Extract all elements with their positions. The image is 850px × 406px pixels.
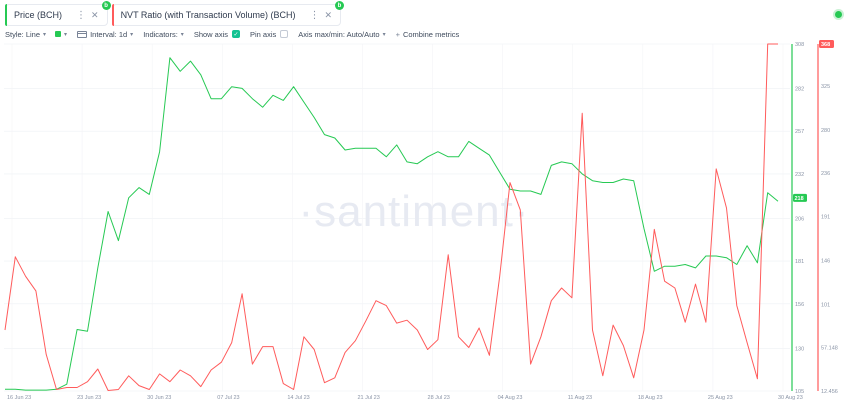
x-tick-label: 16 Jun 23 (7, 395, 31, 401)
tab-price[interactable]: Price (BCH) ⋮ ✕ b (5, 1, 111, 26)
style-label: Style: Line (5, 29, 41, 39)
checkbox-unchecked-icon[interactable] (280, 30, 289, 38)
color-swatch-icon (55, 31, 62, 37)
color-picker[interactable]: ▾ (52, 31, 67, 38)
nvt-current-badge (819, 40, 834, 48)
nvt-tick-label: 146 (821, 259, 830, 265)
price-color-bar (5, 4, 7, 26)
status-dot-icon (835, 11, 842, 18)
price-tick-label: 130 (795, 346, 804, 352)
style-dropdown[interactable]: Style: Line ▾ (5, 30, 46, 39)
nvt-tick-label: 191 (821, 215, 830, 221)
more-icon[interactable]: ⋮ (309, 9, 319, 21)
chart-grid (4, 43, 790, 392)
axis-maxmin-label: Axis max/min: Auto/Auto (298, 29, 380, 39)
price-tick-label: 232 (795, 172, 804, 178)
price-tick-label: 181 (795, 259, 804, 265)
chevron-down-icon: ▾ (43, 31, 47, 38)
chart-lines (4, 43, 779, 391)
nvt-series-line (4, 43, 778, 391)
nvt-current-label: 368 (821, 42, 830, 48)
nvt-tick-label: 12.456 (821, 389, 838, 395)
plus-icon: + (395, 29, 400, 39)
nvt-tick-label: 57.148 (821, 345, 838, 351)
close-icon[interactable]: ✕ (324, 9, 332, 20)
badge-icon: b (101, 1, 111, 10)
nvt-tick-label: 325 (821, 84, 830, 90)
x-tick-label: 25 Aug 23 (708, 395, 733, 401)
price-tick-label: 282 (795, 86, 804, 92)
tab-label: Price (BCH) (14, 10, 63, 20)
show-axis-toggle[interactable]: Show axis ✓ (194, 30, 240, 39)
axis-maxmin-dropdown[interactable]: Axis max/min: Auto/Auto ▾ (298, 30, 385, 39)
x-tick-label: 28 Jul 23 (428, 395, 450, 401)
interval-dropdown[interactable]: Interval: 1d ▾ (77, 30, 133, 39)
price-tick-label: 206 (795, 216, 804, 222)
x-axis: 16 Jun 23 23 Jun 23 30 Jun 23 07 Jul 23 14 J… (7, 395, 803, 401)
current-value-badges: 218 368 (793, 40, 834, 202)
metric-tabs: Price (BCH) ⋮ ✕ b NVT Ratio (with Transa… (5, 1, 344, 26)
combine-metrics-button[interactable]: + Combine metrics (396, 30, 460, 39)
tab-label: NVT Ratio (with Transaction Volume) (BCH… (120, 10, 296, 20)
santiment-watermark: ·santiment· (298, 187, 529, 236)
chevron-down-icon: ▾ (180, 31, 184, 38)
pin-axis-toggle[interactable]: Pin axis (250, 29, 289, 39)
x-tick-label: 14 Jul 23 (287, 395, 309, 401)
x-tick-label: 07 Jul 23 (217, 395, 239, 401)
x-tick-label: 21 Jul 23 (357, 395, 379, 401)
indicators-label: Indicators: (143, 29, 178, 39)
chevron-down-icon: ▾ (382, 31, 386, 38)
interval-label: Interval: 1d (90, 29, 128, 39)
x-tick-label: 30 Aug 23 (778, 395, 803, 401)
price-current-label: 218 (795, 196, 804, 202)
pin-axis-label: Pin axis (250, 29, 277, 39)
price-axis: 105 130 156 181 206 232 257 282 308 (791, 42, 804, 395)
combine-label: Combine metrics (402, 29, 460, 39)
x-tick-label: 11 Aug 23 (568, 395, 592, 401)
checkbox-checked-icon[interactable]: ✓ (232, 30, 240, 38)
chart-toolbar: Style: Line ▾ ▾ Interval: 1d ▾ Indicator… (5, 28, 469, 40)
indicators-dropdown[interactable]: Indicators: ▾ (143, 30, 184, 39)
more-icon[interactable]: ⋮ (76, 9, 86, 21)
price-tick-label: 156 (795, 302, 804, 308)
chevron-down-icon: ▾ (64, 31, 68, 38)
nvt-tick-label: 236 (821, 171, 830, 177)
close-icon[interactable]: ✕ (91, 9, 99, 20)
chevron-down-icon: ▾ (130, 31, 134, 38)
price-tick-label: 308 (795, 42, 804, 48)
price-current-badge (793, 193, 807, 202)
x-tick-label: 30 Jun 23 (147, 395, 171, 401)
x-tick-label: 23 Jun 23 (77, 395, 101, 401)
nvt-tick-label: 101 (821, 303, 830, 309)
show-axis-label: Show axis (193, 29, 228, 39)
x-tick-label: 18 Aug 23 (638, 395, 663, 401)
x-tick-label: 04 Aug 23 (498, 395, 523, 401)
nvt-tick-label: 280 (821, 128, 830, 134)
nvt-color-bar (111, 4, 114, 26)
tab-nvt-ratio[interactable]: NVT Ratio (with Transaction Volume) (BCH… (111, 1, 344, 26)
price-series-line (5, 57, 779, 391)
price-tick-label: 105 (795, 389, 804, 395)
interval-icon (77, 30, 88, 38)
nvt-axis: 12.456 57.148 101 146 191 236 280 325 368 (817, 42, 838, 395)
price-tick-label: 257 (795, 129, 804, 135)
badge-icon: b (335, 1, 344, 10)
